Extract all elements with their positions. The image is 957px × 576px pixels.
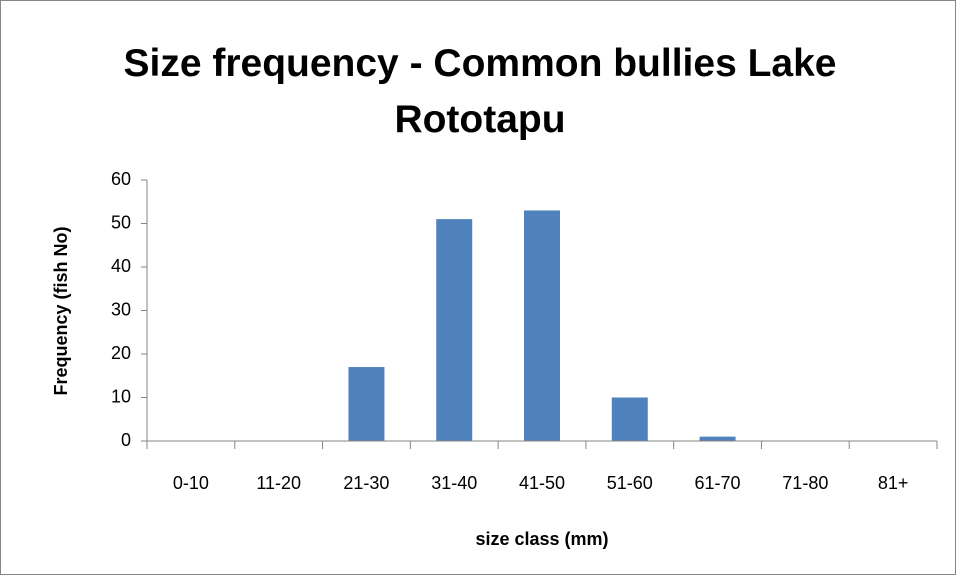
y-tick-label: 50 (111, 212, 131, 232)
x-tick-label: 71-80 (782, 473, 828, 493)
bar (699, 436, 736, 441)
x-tick-label: 51-60 (607, 473, 653, 493)
bar (348, 367, 385, 441)
x-axis-label: size class (mm) (475, 529, 608, 549)
x-tick-label: 81+ (878, 473, 909, 493)
y-tick-label: 30 (111, 299, 131, 319)
x-tick-label: 41-50 (519, 473, 565, 493)
bar (436, 219, 473, 441)
y-tick-label: 0 (121, 430, 131, 450)
x-tick-label: 11-20 (256, 473, 301, 493)
y-tick-label: 10 (111, 386, 131, 406)
x-tick-label: 21-30 (343, 473, 389, 493)
x-tick-label: 61-70 (695, 473, 741, 493)
bar (611, 397, 648, 441)
y-axis-label: Frequency (fish No) (51, 226, 71, 395)
x-tick-label: 31-40 (431, 473, 477, 493)
x-tick-label: 0-10 (173, 473, 209, 493)
y-tick-label: 20 (111, 343, 131, 363)
chart-title: Size frequency - Common bullies Lake Rot… (123, 42, 837, 141)
y-tick-label: 60 (111, 169, 131, 189)
y-tick-label: 40 (111, 256, 131, 276)
bar (524, 210, 560, 441)
